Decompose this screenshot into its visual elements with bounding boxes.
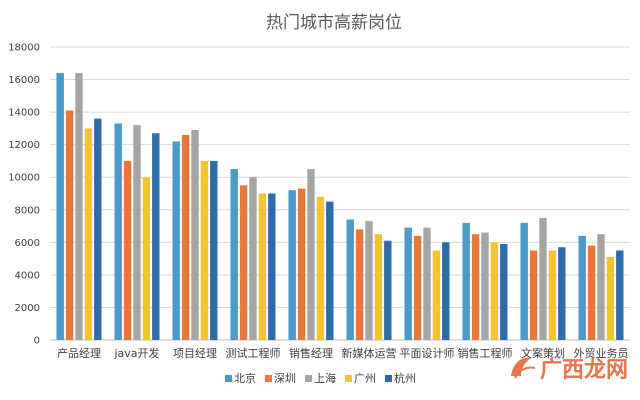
- bar-北京-销售工程师: [462, 222, 470, 340]
- legend-swatch-深圳: [265, 375, 272, 382]
- bar-广州-项目经理: [200, 160, 209, 340]
- y-tick-label: 0: [34, 336, 40, 347]
- legend-label: 深圳: [274, 372, 296, 385]
- bar-广州-销售工程师: [490, 242, 499, 340]
- x-tick-label: 外贸业务员: [574, 347, 629, 360]
- y-tick-label: 12000: [8, 140, 40, 151]
- bar-深圳-文案策划: [529, 250, 538, 340]
- bar-上海-文案策划: [539, 217, 547, 340]
- legend-label: 广州: [354, 372, 376, 385]
- bar-北京-新媒体运营: [346, 219, 354, 340]
- bar-深圳-销售工程师: [471, 234, 480, 340]
- bar-杭州-平面设计师: [442, 242, 450, 340]
- legend-label: 上海: [314, 371, 336, 385]
- bar-广州-测试工程师: [258, 193, 267, 340]
- x-tick-label: 文案策划: [521, 346, 565, 360]
- bars: [56, 73, 624, 341]
- bar-上海-销售经理: [307, 169, 315, 340]
- bar-深圳-外贸业务员: [587, 245, 596, 340]
- bar-上海-销售工程师: [481, 232, 489, 340]
- bar-深圳-产品经理: [65, 110, 74, 340]
- x-tick-label: 销售经理: [289, 346, 333, 360]
- bar-北京-产品经理: [56, 73, 64, 341]
- bar-北京-外贸业务员: [578, 235, 586, 340]
- bar-杭州-销售工程师: [500, 243, 508, 340]
- bar-北京-销售经理: [288, 190, 296, 340]
- bar-广州-新媒体运营: [374, 234, 383, 340]
- legend-swatch-上海: [305, 375, 312, 382]
- bar-上海-项目经理: [191, 130, 199, 340]
- bar-深圳-项目经理: [181, 134, 190, 340]
- x-tick-label: java开发: [113, 346, 159, 360]
- x-tick-label: 平面设计师: [400, 347, 455, 360]
- bar-北京-java开发: [114, 123, 122, 340]
- legend-label: 北京: [234, 371, 256, 385]
- bar-杭州-文案策划: [558, 247, 566, 340]
- bar-广州-平面设计师: [432, 250, 441, 340]
- bar-杭州-销售经理: [326, 201, 334, 340]
- y-tick-label: 16000: [8, 75, 40, 86]
- legend-label: 杭州: [394, 371, 416, 385]
- x-axis-labels: 产品经理 java开发 项目经理 测试工程师 销售经理 新媒体运营 平面设计师 销售工程师 文案…: [57, 346, 629, 360]
- bar-杭州-产品经理: [94, 118, 102, 340]
- y-tick-label: 2000: [15, 303, 40, 314]
- bar-杭州-新媒体运营: [384, 240, 392, 340]
- bar-广州-产品经理: [84, 128, 93, 340]
- x-tick-label: 测试工程师: [226, 347, 281, 360]
- bar-杭州-java开发: [152, 133, 160, 340]
- legend: 北京 深圳 上海 广州 杭州: [225, 371, 416, 385]
- bar-上海-外贸业务员: [597, 234, 605, 340]
- bar-深圳-测试工程师: [239, 185, 248, 340]
- y-tick-label: 18000: [8, 43, 40, 54]
- bar-北京-文案策划: [520, 222, 528, 340]
- bar-广州-java开发: [142, 177, 151, 340]
- bar-深圳-新媒体运营: [355, 229, 364, 340]
- x-tick-label: 新媒体运营: [342, 346, 397, 360]
- bar-北京-平面设计师: [404, 227, 412, 340]
- bar-上海-平面设计师: [423, 227, 431, 340]
- bar-上海-java开发: [133, 125, 141, 340]
- bar-深圳-平面设计师: [413, 235, 422, 340]
- bar-上海-测试工程师: [249, 177, 257, 340]
- bar-北京-测试工程师: [230, 169, 238, 340]
- y-tick-label: 10000: [8, 173, 40, 184]
- bar-深圳-java开发: [123, 160, 132, 340]
- x-tick-label: 项目经理: [173, 347, 217, 360]
- bar-深圳-销售经理: [297, 188, 306, 340]
- chart-title: 热门城市高薪岗位: [266, 13, 402, 33]
- brand-logo-icon: [511, 357, 536, 379]
- watermark: 广西龙网: [511, 357, 628, 383]
- bar-杭州-测试工程师: [268, 193, 276, 340]
- y-tick-label: 8000: [15, 205, 40, 216]
- legend-swatch-杭州: [385, 375, 392, 382]
- bar-上海-产品经理: [75, 73, 83, 341]
- bar-杭州-外贸业务员: [616, 250, 624, 340]
- bar-广州-销售经理: [316, 196, 325, 340]
- bar-北京-项目经理: [172, 141, 180, 340]
- x-tick-label: 销售工程师: [458, 346, 513, 360]
- y-tick-label: 4000: [15, 270, 40, 281]
- y-tick-label: 6000: [15, 238, 40, 249]
- bar-广州-外贸业务员: [606, 256, 615, 340]
- bar-上海-新媒体运营: [365, 221, 373, 340]
- bar-杭州-项目经理: [210, 160, 218, 340]
- legend-swatch-广州: [345, 375, 352, 382]
- bar-广州-文案策划: [548, 250, 557, 340]
- x-tick-label: 产品经理: [57, 346, 101, 360]
- y-tick-label: 14000: [8, 108, 40, 119]
- watermark-text: 广西龙网: [540, 357, 628, 383]
- legend-swatch-北京: [225, 375, 232, 382]
